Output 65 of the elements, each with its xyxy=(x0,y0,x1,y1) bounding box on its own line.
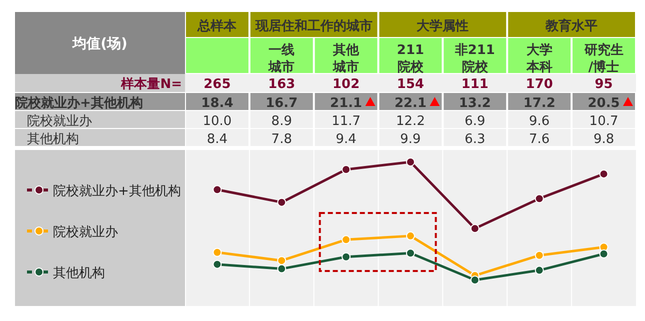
point xyxy=(534,194,544,204)
data-label: 22.1 xyxy=(394,96,427,111)
text: 院校就业办 xyxy=(27,114,92,129)
legend-label: 院校就业办+其他机构 xyxy=(53,184,181,199)
data-label: 9.4 xyxy=(336,132,356,147)
text: 163 xyxy=(268,77,296,92)
point xyxy=(534,266,544,275)
text: 265 xyxy=(204,77,231,92)
data-label: 13.2 xyxy=(458,96,491,111)
text: 教育水平 xyxy=(544,18,598,34)
data-label: 12.2 xyxy=(396,114,425,129)
text: 其他机构 xyxy=(27,132,79,147)
point xyxy=(342,235,351,244)
x-tick-label: 211院校 xyxy=(396,43,424,75)
point xyxy=(277,256,286,266)
text: 95 xyxy=(594,77,613,92)
text: 102 xyxy=(332,77,360,92)
point xyxy=(212,185,222,194)
data-label: 10.7 xyxy=(589,114,618,129)
data-label: 11.7 xyxy=(332,114,361,129)
point xyxy=(599,169,608,178)
data-label: 9.6 xyxy=(529,114,550,129)
x-tick-label: 非211院校 xyxy=(454,43,495,75)
point xyxy=(342,164,351,174)
x-tick-label: 研究生/博士 xyxy=(583,42,624,75)
data-label: 8.4 xyxy=(206,132,228,147)
point xyxy=(212,248,222,257)
text: 样本量N= xyxy=(120,77,182,92)
data-label: 20.5 xyxy=(588,96,620,111)
x-tick-label: 其他城市 xyxy=(332,43,360,75)
text: 111 xyxy=(461,77,488,92)
legend-label: 其他机构 xyxy=(53,266,105,281)
data-label: 9.8 xyxy=(593,132,614,147)
point xyxy=(406,248,415,258)
point xyxy=(406,231,415,240)
x-tick-label: 大学本科 xyxy=(525,43,552,75)
point xyxy=(212,260,222,269)
data-label: 7.8 xyxy=(271,132,292,147)
chart-title: 均值(场) xyxy=(72,36,128,52)
data-label: 8.9 xyxy=(271,114,292,129)
point xyxy=(470,224,480,233)
text: 总样本 xyxy=(196,18,238,34)
data-label: 17.2 xyxy=(523,96,556,111)
text: 154 xyxy=(396,77,424,92)
point xyxy=(406,158,415,166)
data-label: 10.0 xyxy=(202,114,232,129)
point xyxy=(277,264,286,274)
data-label: 6.9 xyxy=(464,114,486,129)
data-label: 6.3 xyxy=(464,132,486,147)
x-tick-label: 一线城市 xyxy=(268,43,295,75)
text: 院校就业办+其他机构 xyxy=(15,96,143,111)
data-label: 7.6 xyxy=(529,132,550,147)
point xyxy=(342,252,351,262)
text: 170 xyxy=(526,77,553,92)
point xyxy=(599,249,608,258)
point xyxy=(534,250,544,260)
data-label: 18.4 xyxy=(201,96,234,111)
point xyxy=(277,198,286,207)
text: 大学属性 xyxy=(416,19,469,34)
point xyxy=(470,276,480,284)
legend-label: 院校就业办 xyxy=(53,225,118,240)
data-label: 16.7 xyxy=(266,96,298,111)
data-label: 9.9 xyxy=(400,132,421,147)
data-label: 21.1 xyxy=(330,96,362,111)
text: 现居住和工作的城市 xyxy=(254,18,372,34)
